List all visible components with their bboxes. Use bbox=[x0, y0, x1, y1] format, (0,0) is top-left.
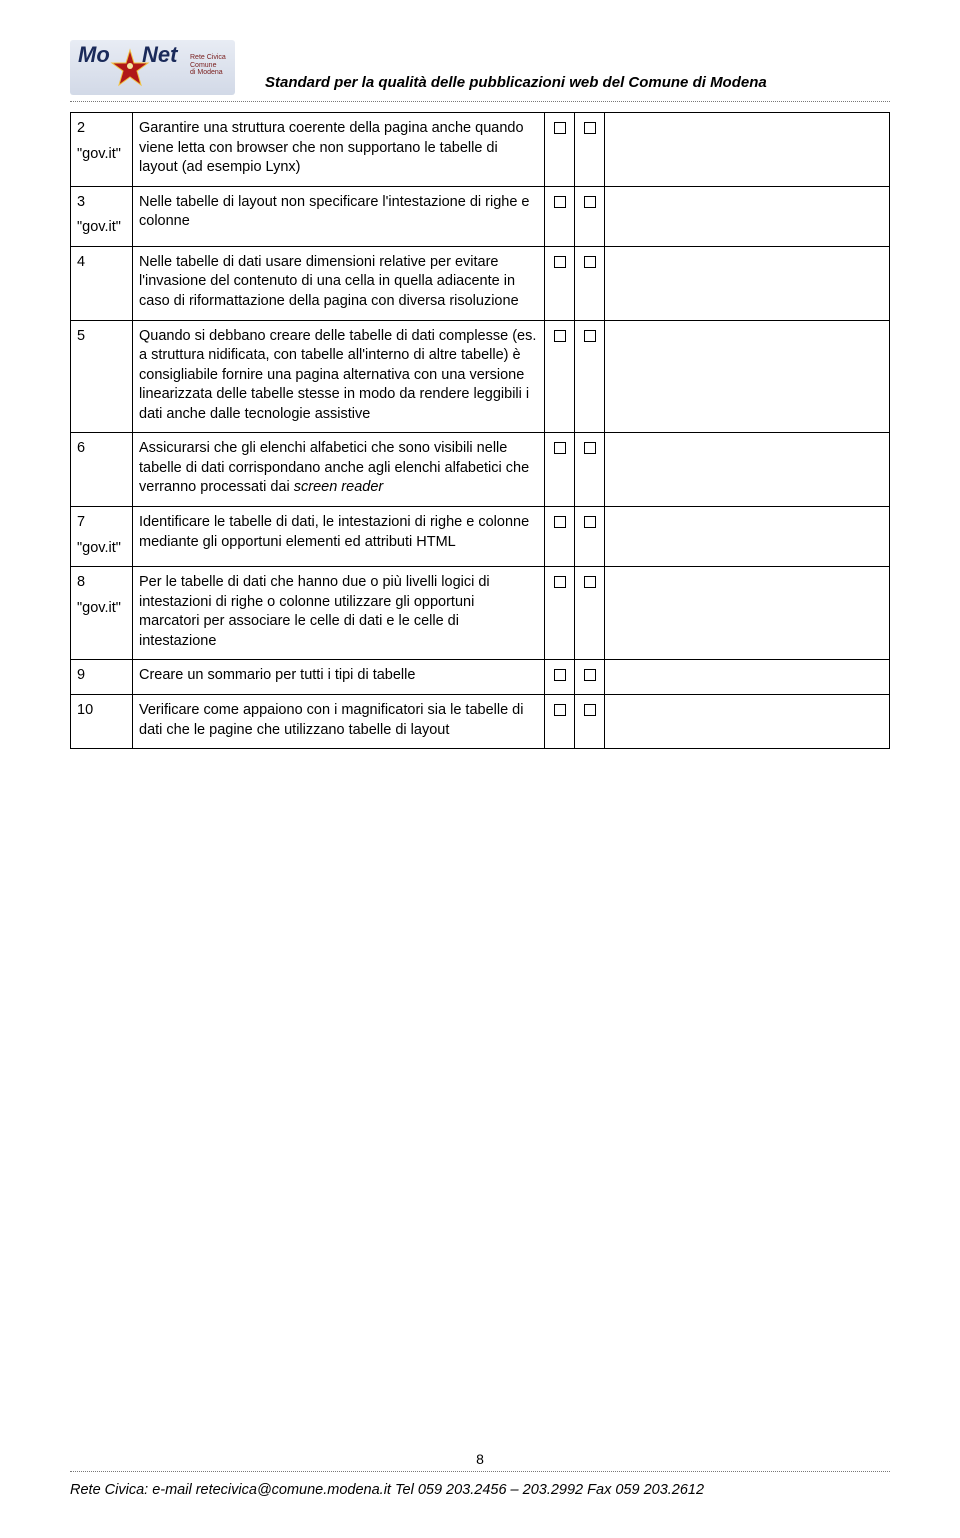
page-header: Mo Net Rete Civica Comune di Modena Stan… bbox=[70, 40, 890, 95]
table-row: 9Creare un sommario per tutti i tipi di … bbox=[71, 660, 890, 695]
footer-contact: Rete Civica: e-mail retecivica@comune.mo… bbox=[70, 1482, 890, 1498]
govit-label: "gov.it" bbox=[77, 599, 126, 619]
page-footer: 8 Rete Civica: e-mail retecivica@comune.… bbox=[70, 1451, 890, 1498]
notes-cell bbox=[605, 320, 890, 433]
checkbox-icon[interactable] bbox=[584, 516, 596, 528]
checkbox-cell bbox=[545, 694, 575, 748]
checkbox-icon[interactable] bbox=[584, 122, 596, 134]
checkbox-cell bbox=[575, 246, 605, 320]
table-row: 5Quando si debbano creare delle tabelle … bbox=[71, 320, 890, 433]
checkbox-cell bbox=[575, 660, 605, 695]
notes-cell bbox=[605, 660, 890, 695]
table-row: 6Assicurarsi che gli elenchi alfabetici … bbox=[71, 433, 890, 507]
notes-cell bbox=[605, 567, 890, 660]
checkbox-cell bbox=[545, 320, 575, 433]
checkbox-cell bbox=[575, 507, 605, 567]
checkbox-icon[interactable] bbox=[554, 196, 566, 208]
logo-prefix: Mo bbox=[78, 42, 110, 68]
checkbox-icon[interactable] bbox=[554, 442, 566, 454]
checkbox-cell bbox=[545, 433, 575, 507]
footer-divider bbox=[70, 1471, 890, 1472]
checkbox-icon[interactable] bbox=[554, 669, 566, 681]
page-number: 8 bbox=[70, 1451, 890, 1467]
row-number-cell: 7"gov.it" bbox=[71, 507, 133, 567]
checkbox-cell bbox=[575, 433, 605, 507]
notes-cell bbox=[605, 246, 890, 320]
row-number-cell: 5 bbox=[71, 320, 133, 433]
table-row: 4Nelle tabelle di dati usare dimensioni … bbox=[71, 246, 890, 320]
row-number-cell: 10 bbox=[71, 694, 133, 748]
checkbox-cell bbox=[575, 567, 605, 660]
checkbox-icon[interactable] bbox=[554, 256, 566, 268]
document-title: Standard per la qualità delle pubblicazi… bbox=[265, 74, 890, 95]
row-description: Creare un sommario per tutti i tipi di t… bbox=[133, 660, 545, 695]
checkbox-cell bbox=[545, 246, 575, 320]
row-description: Assicurarsi che gli elenchi alfabetici c… bbox=[133, 433, 545, 507]
table-row: 2"gov.it"Garantire una struttura coerent… bbox=[71, 113, 890, 187]
row-description: Nelle tabelle di dati usare dimensioni r… bbox=[133, 246, 545, 320]
row-description: Verificare come appaiono con i magnifica… bbox=[133, 694, 545, 748]
govit-label: "gov.it" bbox=[77, 539, 126, 559]
notes-cell bbox=[605, 433, 890, 507]
logo-subtitle: Rete Civica Comune di Modena bbox=[190, 54, 226, 77]
checkbox-cell bbox=[575, 694, 605, 748]
checkbox-icon[interactable] bbox=[554, 576, 566, 588]
notes-cell bbox=[605, 507, 890, 567]
row-number-cell: 9 bbox=[71, 660, 133, 695]
checkbox-icon[interactable] bbox=[584, 196, 596, 208]
checkbox-icon[interactable] bbox=[554, 122, 566, 134]
row-description: Identificare le tabelle di dati, le inte… bbox=[133, 507, 545, 567]
table-row: 8"gov.it"Per le tabelle di dati che hann… bbox=[71, 567, 890, 660]
row-description: Garantire una struttura coerente della p… bbox=[133, 113, 545, 187]
govit-label: "gov.it" bbox=[77, 145, 126, 165]
checkbox-icon[interactable] bbox=[584, 704, 596, 716]
header-divider bbox=[70, 101, 890, 102]
checkbox-icon[interactable] bbox=[554, 516, 566, 528]
row-number-cell: 3"gov.it" bbox=[71, 186, 133, 246]
checkbox-icon[interactable] bbox=[584, 256, 596, 268]
table-row: 10Verificare come appaiono con i magnifi… bbox=[71, 694, 890, 748]
row-number-cell: 2"gov.it" bbox=[71, 113, 133, 187]
row-description: Nelle tabelle di layout non specificare … bbox=[133, 186, 545, 246]
row-number-cell: 8"gov.it" bbox=[71, 567, 133, 660]
checkbox-cell bbox=[575, 320, 605, 433]
checkbox-icon[interactable] bbox=[584, 442, 596, 454]
logo-suffix: Net bbox=[142, 42, 177, 68]
checkbox-icon[interactable] bbox=[554, 330, 566, 342]
row-description: Per le tabelle di dati che hanno due o p… bbox=[133, 567, 545, 660]
checkbox-cell bbox=[545, 113, 575, 187]
logo: Mo Net Rete Civica Comune di Modena bbox=[70, 40, 235, 95]
table-row: 7"gov.it"Identificare le tabelle di dati… bbox=[71, 507, 890, 567]
row-number-cell: 4 bbox=[71, 246, 133, 320]
checkbox-cell bbox=[545, 507, 575, 567]
requirements-table: 2"gov.it"Garantire una struttura coerent… bbox=[70, 112, 890, 749]
checkbox-cell bbox=[575, 186, 605, 246]
checkbox-icon[interactable] bbox=[584, 330, 596, 342]
row-description: Quando si debbano creare delle tabelle d… bbox=[133, 320, 545, 433]
checkbox-cell bbox=[545, 186, 575, 246]
table-row: 3"gov.it"Nelle tabelle di layout non spe… bbox=[71, 186, 890, 246]
notes-cell bbox=[605, 113, 890, 187]
notes-cell bbox=[605, 186, 890, 246]
checkbox-icon[interactable] bbox=[584, 669, 596, 681]
row-number-cell: 6 bbox=[71, 433, 133, 507]
checkbox-cell bbox=[575, 113, 605, 187]
checkbox-cell bbox=[545, 660, 575, 695]
govit-label: "gov.it" bbox=[77, 218, 126, 238]
notes-cell bbox=[605, 694, 890, 748]
checkbox-icon[interactable] bbox=[584, 576, 596, 588]
checkbox-icon[interactable] bbox=[554, 704, 566, 716]
checkbox-cell bbox=[545, 567, 575, 660]
